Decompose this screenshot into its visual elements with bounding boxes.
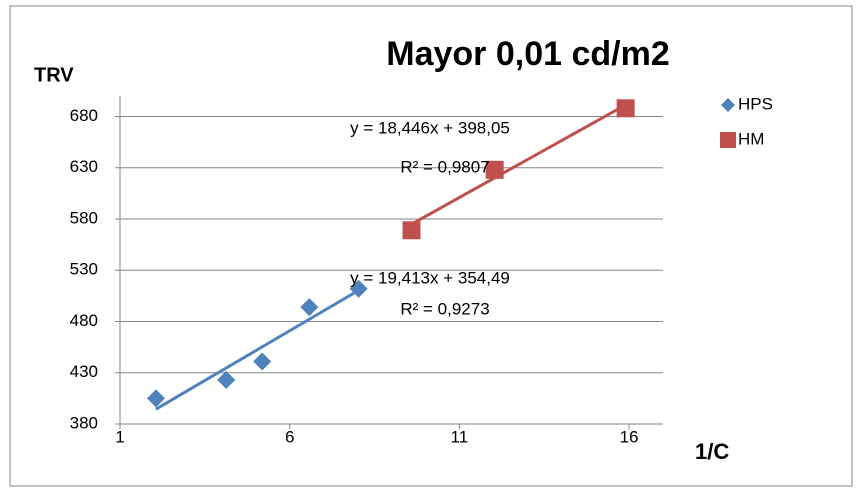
- point: [616, 99, 635, 118]
- trendline: [410, 103, 627, 226]
- x-tick-label: 11: [451, 427, 469, 446]
- x-tick-label: 1: [115, 427, 124, 446]
- y-axis-label: TRV: [34, 64, 74, 86]
- y-tick-label: 680: [70, 106, 98, 125]
- chart-border: [9, 5, 853, 487]
- point: [349, 279, 368, 298]
- x-tick-label: 6: [285, 427, 294, 446]
- x-tick-label: 16: [620, 427, 639, 446]
- trendline-equation: y = 19,413x + 354,49: [350, 268, 510, 287]
- legend-marker: [721, 98, 735, 112]
- y-tick-label: 480: [70, 311, 98, 330]
- point: [402, 221, 421, 240]
- y-tick-label: 580: [70, 208, 98, 227]
- chart-title: Mayor 0,01 cd/m2: [386, 35, 669, 73]
- legend-label: HM: [738, 129, 764, 148]
- trendline-r2: R² = 0,9807: [400, 157, 489, 176]
- y-tick-label: 530: [70, 260, 98, 279]
- point: [300, 298, 319, 317]
- point: [485, 160, 504, 179]
- y-tick-label: 630: [70, 157, 98, 176]
- y-tick-label: 430: [70, 362, 98, 381]
- y-tick-label: 380: [70, 413, 98, 432]
- x-axis-label: 1/C: [695, 439, 729, 464]
- point: [217, 370, 236, 389]
- trendline-equation: y = 18,446x + 398,05: [350, 118, 510, 137]
- legend-label: HPS: [738, 94, 773, 113]
- trendline-r2: R² = 0,9273: [400, 299, 489, 318]
- point: [146, 389, 165, 408]
- point: [253, 352, 272, 371]
- trendline: [155, 289, 360, 411]
- legend-marker: [720, 132, 736, 148]
